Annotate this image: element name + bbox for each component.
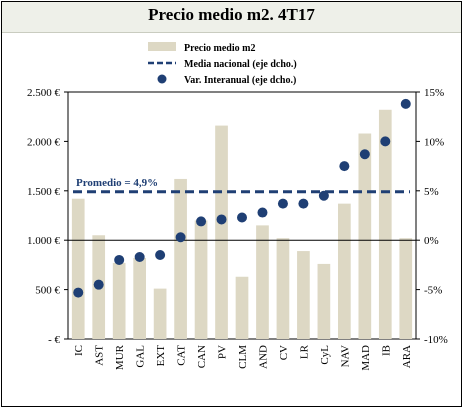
legend-bar-swatch bbox=[148, 42, 176, 51]
dot-GAL bbox=[134, 251, 145, 262]
bar-GAL bbox=[133, 257, 146, 339]
dot-ARA bbox=[400, 98, 411, 109]
bar-MUR bbox=[112, 262, 126, 339]
left-tick-label: - € bbox=[48, 334, 60, 346]
dot-CAT bbox=[175, 232, 186, 243]
dot-AND bbox=[257, 207, 268, 218]
category-label-CV: CV bbox=[278, 345, 290, 360]
right-tick-label: 15% bbox=[424, 87, 444, 99]
chart-title: Precio medio m2. 4T17 bbox=[148, 5, 315, 24]
category-label-CAN: CAN bbox=[196, 345, 208, 368]
dot-IC bbox=[73, 287, 84, 298]
right-tick-label: -5% bbox=[424, 285, 442, 297]
bar-CAT bbox=[174, 178, 187, 339]
bar-IC bbox=[71, 198, 85, 339]
right-tick-label: 5% bbox=[424, 186, 439, 198]
category-label-MUR: MUR bbox=[114, 344, 126, 370]
bar-MAD bbox=[358, 133, 372, 339]
right-tick-label: 10% bbox=[424, 136, 444, 148]
category-label-AST: AST bbox=[94, 345, 106, 366]
category-label-NAV: NAV bbox=[339, 345, 351, 367]
dot-PV bbox=[216, 214, 227, 225]
category-label-PV: PV bbox=[217, 345, 229, 359]
dot-IB bbox=[380, 136, 391, 147]
bar-CV bbox=[276, 238, 290, 339]
legend-line-label: Media nacional (eje dcho.) bbox=[184, 59, 297, 70]
category-label-LR: LR bbox=[298, 344, 310, 359]
dot-EXT bbox=[155, 250, 166, 261]
dot-CyL bbox=[318, 190, 329, 201]
category-label-IB: IB bbox=[380, 345, 392, 356]
title-bar: Precio medio m2. 4T17 bbox=[2, 2, 461, 33]
bar-CAN bbox=[194, 220, 208, 339]
bar-PV bbox=[215, 125, 228, 339]
legend-dot-label: Var. Interanual (eje dcho.) bbox=[184, 75, 296, 86]
bar-AND bbox=[256, 225, 269, 339]
bar-CyL bbox=[317, 263, 331, 339]
bar-IB bbox=[378, 109, 392, 339]
dot-LR bbox=[298, 198, 309, 209]
category-label-ARA: ARA bbox=[401, 345, 413, 368]
left-tick-label: 1.000 € bbox=[27, 235, 61, 247]
category-label-IC: IC bbox=[73, 345, 85, 356]
category-label-CyL: CyL bbox=[319, 345, 331, 365]
right-tick-label: -10% bbox=[424, 334, 448, 346]
dot-CV bbox=[277, 198, 288, 209]
legend-dot-swatch bbox=[157, 74, 167, 84]
category-label-AND: AND bbox=[257, 345, 269, 369]
bar-LR bbox=[297, 251, 310, 339]
dot-CLM bbox=[237, 212, 247, 223]
bar-EXT bbox=[153, 288, 167, 339]
dot-MUR bbox=[114, 254, 125, 265]
legend-bar-label: Precio medio m2 bbox=[184, 43, 255, 54]
category-label-GAL: GAL bbox=[135, 345, 147, 368]
left-tick-label: 2.500 € bbox=[27, 87, 61, 99]
dot-CAN bbox=[196, 216, 207, 227]
category-label-CAT: CAT bbox=[176, 345, 188, 366]
right-tick-label: 0% bbox=[424, 235, 439, 247]
dot-NAV bbox=[339, 161, 350, 172]
dot-AST bbox=[93, 279, 104, 290]
category-label-EXT: EXT bbox=[155, 345, 167, 367]
category-label-MAD: MAD bbox=[360, 345, 372, 371]
bar-CLM bbox=[235, 276, 249, 339]
bar-NAV bbox=[338, 203, 351, 339]
bar-ARA bbox=[399, 238, 413, 339]
left-tick-label: 1.500 € bbox=[27, 186, 61, 198]
average-annotation: Promedio = 4,9% bbox=[76, 177, 158, 189]
dot-MAD bbox=[359, 149, 370, 160]
left-tick-label: 2.000 € bbox=[27, 136, 61, 148]
left-tick-label: 500 € bbox=[35, 285, 60, 297]
category-label-CLM: CLM bbox=[237, 345, 249, 369]
